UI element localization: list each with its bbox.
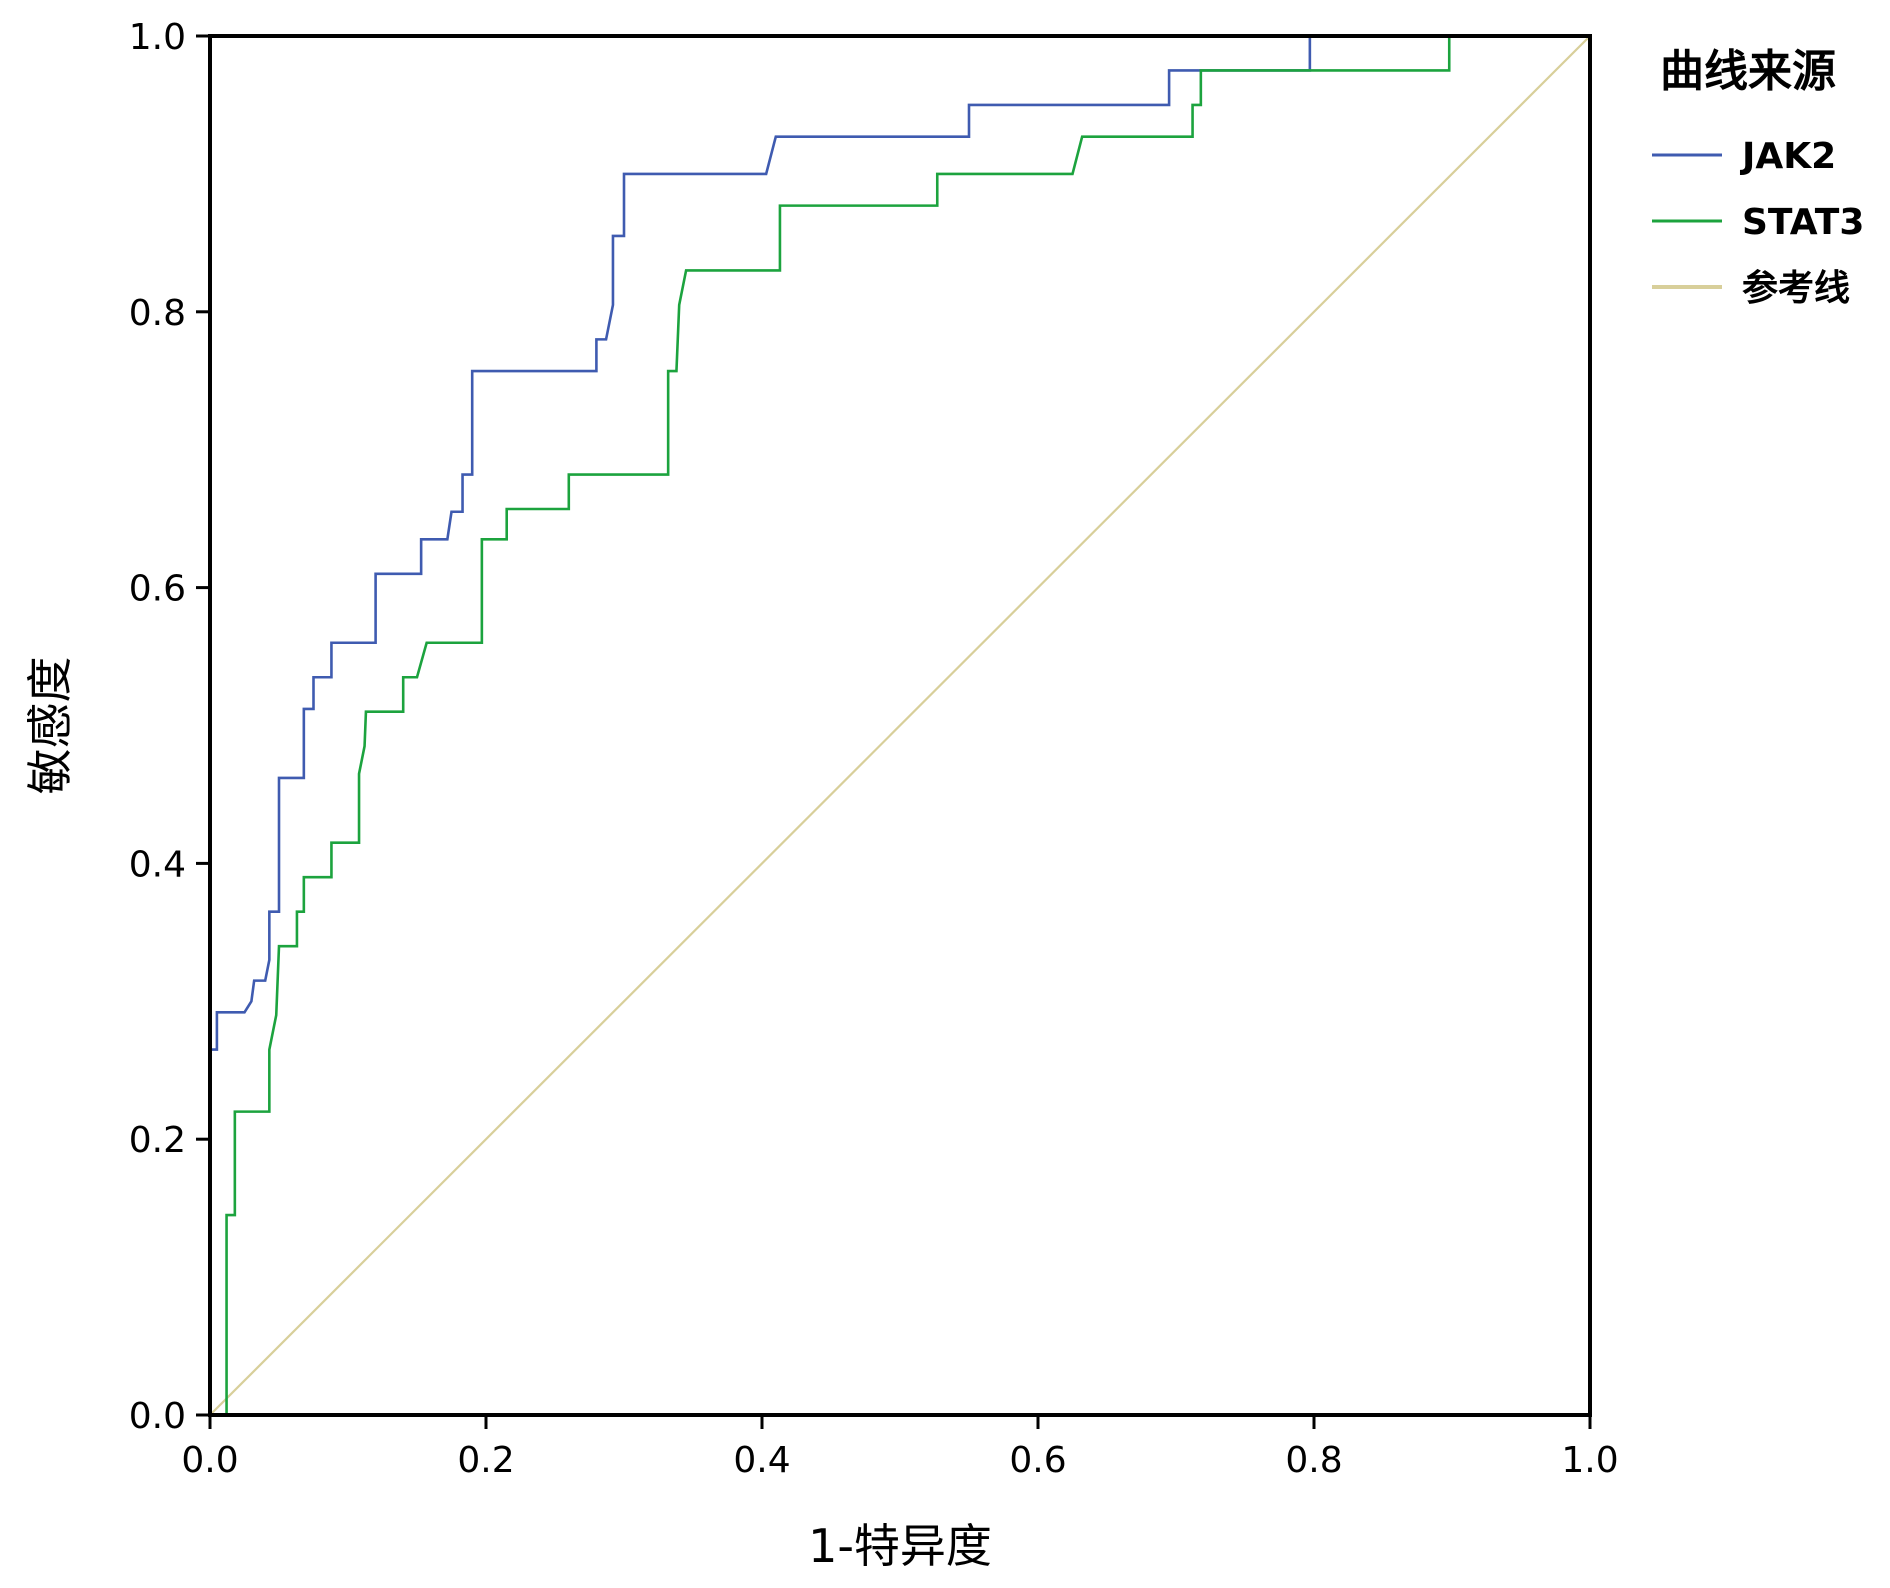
x-tick-label: 0.4 — [733, 1440, 790, 1481]
legend-label-1: STAT3 — [1742, 202, 1864, 243]
y-tick-label: 1.0 — [129, 17, 186, 58]
series-line-1 — [210, 34, 1590, 1417]
y-tick-label: 0.0 — [129, 1396, 186, 1437]
y-tick-label: 0.6 — [129, 569, 186, 610]
y-tick-label: 0.4 — [129, 844, 186, 885]
y-axis: 0.0 0.2 0.4 0.6 0.8 1.0 — [129, 17, 210, 1437]
plot-frame — [208, 34, 1592, 1417]
legend: 曲线来源 JAK2 STAT3 参考线 — [1652, 46, 1864, 309]
legend-label-2: 参考线 — [1742, 268, 1850, 309]
legend-label-0: JAK2 — [1739, 136, 1836, 177]
x-tick-label: 0.2 — [457, 1440, 514, 1481]
legend-title: 曲线来源 — [1660, 46, 1836, 97]
y-tick-label: 0.2 — [129, 1120, 186, 1161]
series-layer — [208, 34, 1591, 1417]
series-line-0 — [208, 34, 1590, 1415]
x-axis-title: 1-特异度 — [808, 1519, 992, 1573]
y-axis-title: 敏感度 — [23, 657, 77, 795]
series-line-2 — [209, 35, 1591, 1416]
x-axis: 0.0 0.2 0.4 0.6 0.8 1.0 — [181, 1415, 1619, 1481]
x-tick-label: 0.0 — [181, 1440, 238, 1481]
x-tick-label: 0.8 — [1285, 1440, 1342, 1481]
y-tick-label: 0.8 — [129, 293, 186, 334]
x-tick-label: 0.6 — [1009, 1440, 1066, 1481]
x-tick-label: 1.0 — [1561, 1440, 1618, 1481]
